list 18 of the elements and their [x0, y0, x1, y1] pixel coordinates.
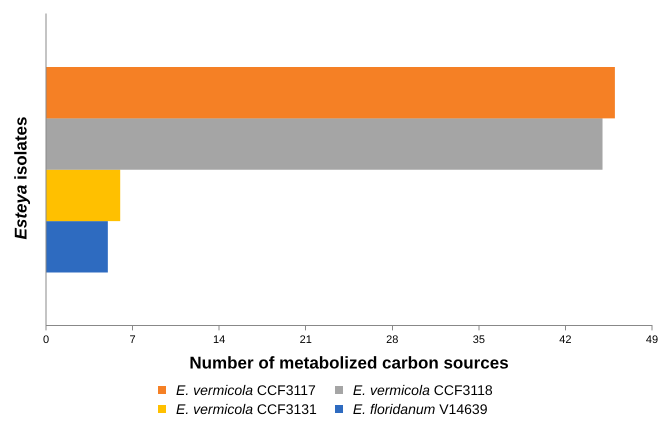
x-axis-title: Number of metabolized carbon sources [189, 353, 509, 372]
x-tick-label: 21 [300, 334, 312, 346]
x-tick-label: 0 [42, 334, 50, 346]
legend-label: E. vermicola CCF3131 [176, 401, 317, 417]
bar [46, 66, 615, 118]
x-tick-label: 7 [130, 334, 136, 346]
legend-label: E. floridanum V14639 [352, 401, 488, 417]
x-tick-label: 35 [472, 334, 485, 346]
x-tick-label: 14 [213, 334, 226, 346]
legend-label: E. vermicola CCF3118 [352, 382, 493, 398]
bar [46, 221, 108, 272]
x-tick-label: 42 [559, 334, 572, 346]
legend-label: E. vermicola CCF3117 [176, 382, 316, 398]
y-axis-title: Esteya isolates [11, 116, 30, 240]
bar [46, 170, 120, 222]
x-tick-label: 49 [646, 334, 658, 346]
x-tick-label: 28 [386, 334, 398, 346]
bar [46, 118, 603, 170]
